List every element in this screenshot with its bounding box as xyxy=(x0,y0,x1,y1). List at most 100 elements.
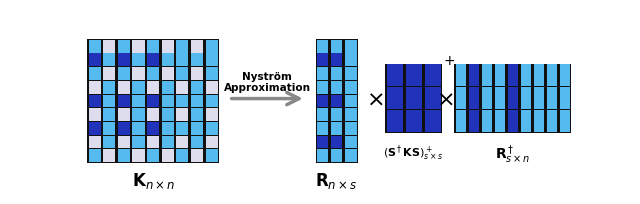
Bar xyxy=(132,122,145,135)
Bar xyxy=(191,54,203,67)
Bar xyxy=(147,150,159,162)
Bar xyxy=(89,109,101,121)
Text: $(\mathbf{S}^\dagger\mathbf{K}\mathbf{S})^+_{s\times s}$: $(\mathbf{S}^\dagger\mathbf{K}\mathbf{S}… xyxy=(383,142,444,162)
Bar xyxy=(508,65,518,87)
Bar xyxy=(508,88,518,110)
Bar xyxy=(176,68,188,81)
Bar xyxy=(162,54,174,67)
Bar xyxy=(547,88,557,110)
Bar xyxy=(454,64,571,133)
Bar xyxy=(89,54,101,67)
Bar xyxy=(147,136,159,149)
Bar xyxy=(176,150,188,162)
Bar xyxy=(317,150,328,162)
Bar xyxy=(162,95,174,108)
Bar xyxy=(132,41,145,53)
Bar xyxy=(176,109,188,121)
Bar xyxy=(317,54,328,67)
Bar xyxy=(176,95,188,108)
Bar xyxy=(331,109,342,121)
Bar xyxy=(162,41,174,53)
Bar xyxy=(482,65,492,87)
Bar xyxy=(103,150,115,162)
Bar xyxy=(345,122,356,135)
Bar xyxy=(118,81,130,94)
Bar xyxy=(469,111,479,132)
Bar xyxy=(317,109,328,121)
Bar xyxy=(89,68,101,81)
Bar xyxy=(331,81,342,94)
Bar xyxy=(331,95,342,108)
Bar xyxy=(132,150,145,162)
Bar xyxy=(406,88,422,110)
Text: $\mathbf{R}^\dagger_{s\times n}$: $\mathbf{R}^\dagger_{s\times n}$ xyxy=(495,142,531,165)
Bar xyxy=(482,111,492,132)
Bar xyxy=(132,95,145,108)
Bar xyxy=(147,122,159,135)
Bar xyxy=(508,111,518,132)
Bar xyxy=(191,122,203,135)
Bar xyxy=(103,81,115,94)
Bar xyxy=(147,81,159,94)
Bar xyxy=(317,41,328,53)
Bar xyxy=(385,64,442,133)
Bar xyxy=(176,54,188,67)
Bar xyxy=(547,65,557,87)
Bar xyxy=(89,122,101,135)
Text: $\mathbf{K}_{n\times n}$: $\mathbf{K}_{n\times n}$ xyxy=(131,171,175,191)
Bar xyxy=(89,81,101,94)
Bar xyxy=(317,95,328,108)
Bar xyxy=(176,41,188,53)
Bar xyxy=(316,40,358,163)
Bar xyxy=(176,136,188,149)
Bar xyxy=(176,81,188,94)
Bar xyxy=(469,88,479,110)
Bar xyxy=(331,122,342,135)
Bar xyxy=(317,68,328,81)
Bar xyxy=(406,65,422,87)
Bar xyxy=(132,109,145,121)
Bar xyxy=(331,136,342,149)
Bar xyxy=(191,136,203,149)
Bar xyxy=(88,40,219,163)
Bar xyxy=(103,54,115,67)
Bar xyxy=(191,81,203,94)
Bar xyxy=(424,88,440,110)
Bar xyxy=(118,122,130,135)
Bar xyxy=(387,65,403,87)
Bar xyxy=(118,68,130,81)
Bar xyxy=(162,81,174,94)
Bar xyxy=(424,111,440,132)
Bar xyxy=(331,41,342,53)
Bar xyxy=(147,95,159,108)
Bar xyxy=(118,41,130,53)
Bar xyxy=(162,68,174,81)
Bar xyxy=(176,122,188,135)
Bar xyxy=(547,111,557,132)
Bar xyxy=(469,65,479,87)
Bar xyxy=(331,68,342,81)
Bar xyxy=(205,95,218,108)
Bar xyxy=(534,111,543,132)
Bar xyxy=(205,54,218,67)
Bar xyxy=(345,54,356,67)
Bar xyxy=(191,41,203,53)
Bar xyxy=(147,109,159,121)
Bar xyxy=(89,41,101,53)
Bar xyxy=(132,136,145,149)
Bar xyxy=(424,65,440,87)
Bar xyxy=(147,68,159,81)
Bar xyxy=(345,81,356,94)
Bar xyxy=(534,65,543,87)
Text: Nyström
Approximation: Nyström Approximation xyxy=(224,71,311,93)
Bar xyxy=(559,88,570,110)
Bar xyxy=(132,81,145,94)
Bar xyxy=(103,68,115,81)
Bar xyxy=(387,111,403,132)
Bar xyxy=(103,122,115,135)
Bar xyxy=(495,65,505,87)
Bar xyxy=(162,122,174,135)
Bar xyxy=(147,41,159,53)
Bar xyxy=(205,68,218,81)
Text: $+$: $+$ xyxy=(444,54,456,68)
